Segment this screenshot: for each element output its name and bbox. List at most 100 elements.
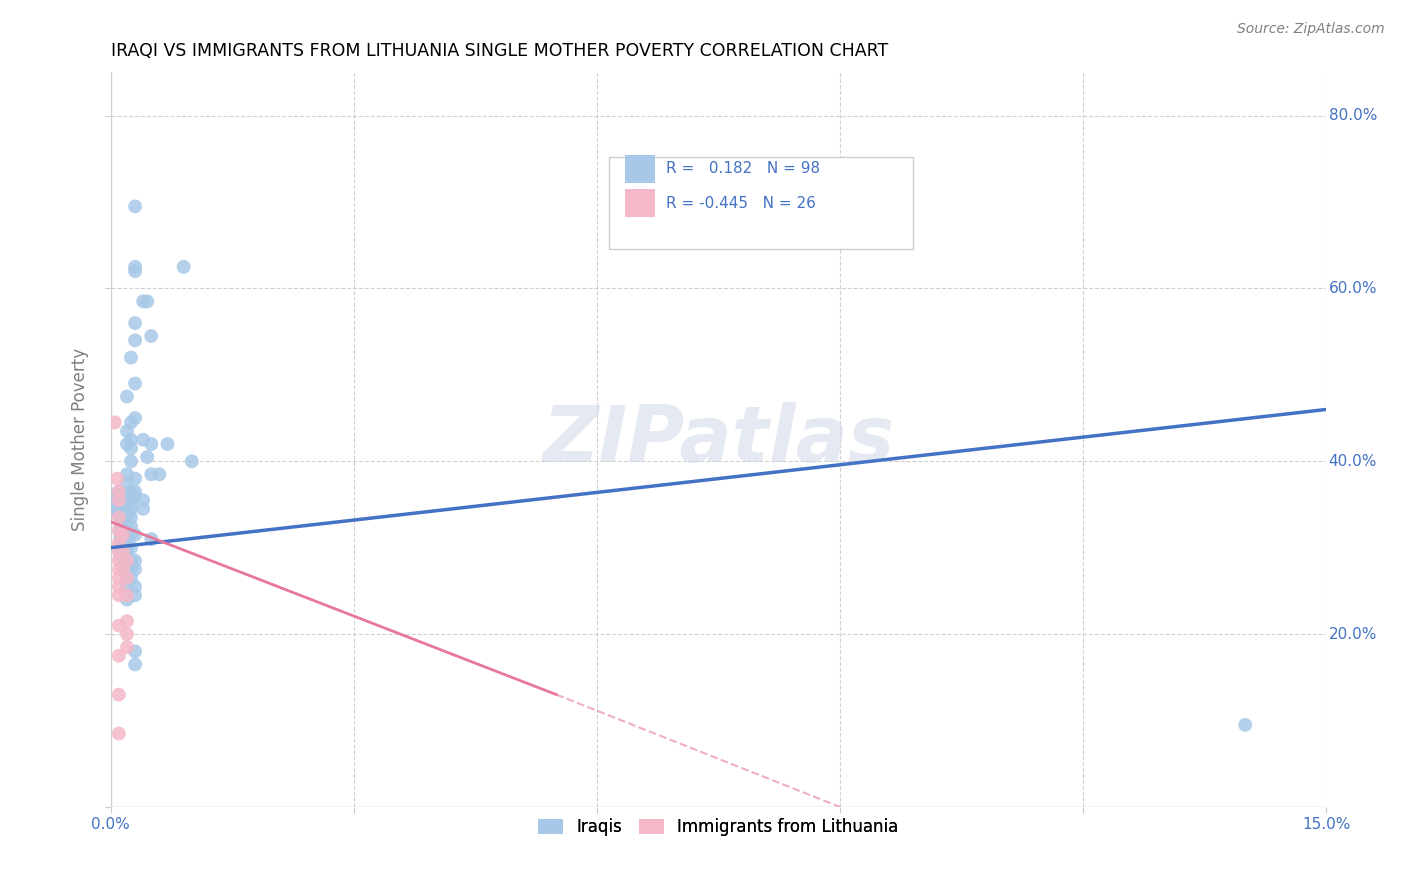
Point [115,424,138,438]
Point [120,442,142,456]
Point [108,571,131,585]
Point [111,545,134,559]
Point [111,528,134,542]
Point [120,510,142,524]
Point [156,437,179,451]
Point [124,484,146,499]
Point [111,554,134,568]
Point [115,437,138,451]
Point [115,528,138,542]
Point [120,454,142,468]
Point [124,657,146,672]
Point [124,334,146,348]
Point [115,592,138,607]
Point [141,437,163,451]
Point [124,316,146,330]
Point [124,588,146,602]
Point [124,528,146,542]
Point [115,467,138,482]
Point [120,554,142,568]
Point [110,519,132,533]
Text: R = -0.445   N = 26: R = -0.445 N = 26 [666,195,815,211]
Point [115,532,138,546]
Point [115,510,138,524]
Point [108,562,131,576]
Point [120,493,142,508]
Point [124,489,146,503]
Point [110,545,132,559]
Point [110,536,132,550]
Text: R =   0.182   N = 98: R = 0.182 N = 98 [666,161,820,176]
Point [108,536,131,550]
Point [108,618,131,632]
Point [108,588,131,602]
Point [115,588,138,602]
Point [115,541,138,555]
Point [115,498,138,512]
Point [136,450,159,464]
Point [1234,718,1257,732]
Point [105,472,128,486]
Point [111,558,134,572]
Point [120,528,142,542]
Text: 80.0%: 80.0% [1329,108,1376,123]
Point [105,489,128,503]
Point [115,614,138,628]
Point [115,545,138,559]
Point [120,416,142,430]
Point [115,571,138,585]
Point [111,541,134,555]
Point [115,475,138,490]
Legend: Iraqis, Immigrants from Lithuania: Iraqis, Immigrants from Lithuania [531,812,905,843]
Point [108,510,131,524]
Point [110,532,132,546]
Point [124,376,146,391]
Point [115,640,138,654]
Point [110,528,132,542]
Point [124,199,146,213]
Point [124,554,146,568]
Point [111,545,134,559]
Text: ZIPatlas: ZIPatlas [543,401,894,478]
Point [110,524,132,538]
Text: IRAQI VS IMMIGRANTS FROM LITHUANIA SINGLE MOTHER POVERTY CORRELATION CHART: IRAQI VS IMMIGRANTS FROM LITHUANIA SINGL… [111,42,889,60]
Point [110,493,132,508]
Point [180,454,202,468]
Point [108,580,131,594]
Point [110,515,132,529]
Point [173,260,195,274]
Point [104,501,127,516]
Point [115,627,138,641]
Point [115,562,138,576]
Text: 20.0%: 20.0% [1329,627,1376,641]
Point [141,329,163,343]
Point [111,524,134,538]
Point [108,484,131,499]
Point [115,489,138,503]
Point [124,264,146,278]
Point [132,501,155,516]
Point [120,571,142,585]
Point [108,484,131,499]
Point [111,562,134,576]
Text: 60.0%: 60.0% [1329,281,1378,296]
Point [141,532,163,546]
Point [120,433,142,447]
Point [115,571,138,585]
Point [110,541,132,555]
Point [108,506,131,520]
Point [111,519,134,533]
Point [111,515,134,529]
Point [120,498,142,512]
FancyBboxPatch shape [609,157,912,249]
Point [148,467,170,482]
Point [132,433,155,447]
Point [110,549,132,564]
Point [104,416,127,430]
Point [108,493,131,508]
Point [141,467,163,482]
Point [120,484,142,499]
Point [108,545,131,559]
FancyBboxPatch shape [624,154,655,183]
Point [124,411,146,425]
